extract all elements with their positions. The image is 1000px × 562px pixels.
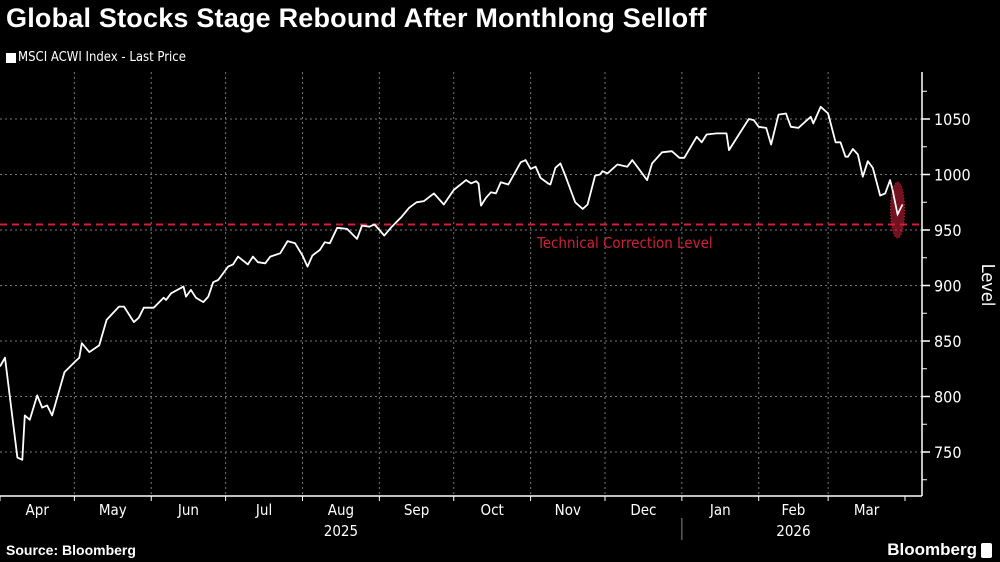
brand-text: Bloomberg xyxy=(887,540,977,559)
x-tick-label: Jun xyxy=(177,501,199,519)
correction-level-label: Technical Correction Level xyxy=(536,234,713,252)
chart-title: Global Stocks Stage Rebound After Monthl… xyxy=(6,3,707,33)
x-tick-label: Dec xyxy=(630,501,656,519)
year-label: 2025 xyxy=(324,522,358,540)
y-tick-label: 850 xyxy=(934,332,961,351)
series-line xyxy=(0,105,904,461)
bloomberg-logo: Bloomberg xyxy=(887,540,992,560)
x-tick-label: Jul xyxy=(255,501,272,519)
y-tick-label: 950 xyxy=(934,221,961,240)
y-tick-label: 900 xyxy=(934,277,961,296)
x-tick-label: May xyxy=(99,501,127,519)
year-label: 2026 xyxy=(776,522,810,540)
x-tick-label: Jan xyxy=(709,501,731,519)
y-tick-label: 1000 xyxy=(934,166,971,185)
x-tick-label: Nov xyxy=(555,501,581,519)
x-tick-label: Aug xyxy=(328,501,354,519)
y-tick-label: 1050 xyxy=(934,110,971,129)
y-tick-label: 750 xyxy=(934,443,961,462)
y-tick-label: 800 xyxy=(934,388,961,407)
legend: MSCI ACWI Index - Last Price xyxy=(6,50,186,65)
bloomberg-logo-icon xyxy=(981,542,992,558)
legend-swatch xyxy=(6,52,16,63)
legend-label: MSCI ACWI Index - Last Price xyxy=(18,50,186,65)
x-tick-label: Oct xyxy=(481,501,504,519)
x-tick-label: Sep xyxy=(404,501,429,519)
x-tick-label: Apr xyxy=(26,501,50,519)
y-axis-label: Level xyxy=(977,264,998,307)
series-line-end xyxy=(891,189,904,217)
source-note: Source: Bloomberg xyxy=(6,542,136,558)
x-tick-label: Mar xyxy=(854,501,880,519)
x-tick-label: Feb xyxy=(782,501,806,519)
